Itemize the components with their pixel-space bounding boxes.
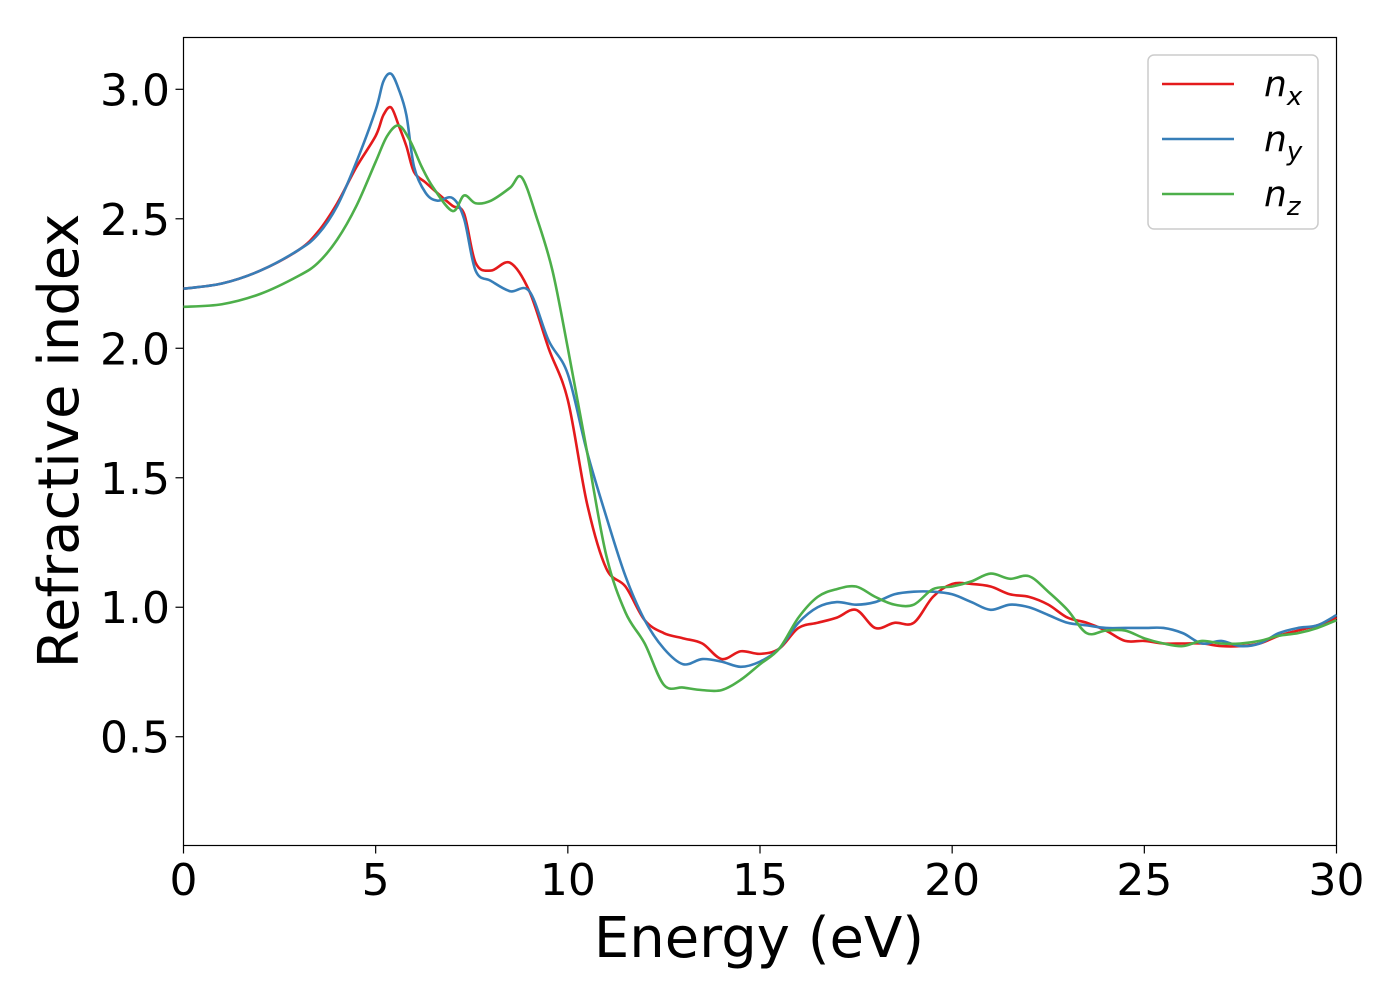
x-tick-label: 30 bbox=[1309, 855, 1365, 906]
legend: nx ny nz bbox=[1147, 54, 1319, 230]
y-tick-label: 1.0 bbox=[100, 583, 170, 634]
x-tick-label: 15 bbox=[732, 855, 788, 906]
series-line-nx bbox=[183, 105, 1337, 661]
series-line-ny bbox=[183, 72, 1338, 669]
legend-label-ny: ny bbox=[1264, 119, 1303, 167]
x-tick-label: 5 bbox=[362, 855, 390, 906]
y-tick-label: 2.5 bbox=[100, 195, 170, 246]
y-tick-label: 1.5 bbox=[100, 454, 170, 505]
x-axis-ticks: 0 5 10 15 20 25 30 bbox=[170, 845, 1365, 906]
y-tick-label: 3.0 bbox=[100, 65, 170, 116]
series-group bbox=[183, 72, 1338, 693]
x-tick-label: 20 bbox=[924, 855, 980, 906]
legend-label-nx: nx bbox=[1264, 64, 1303, 112]
legend-box bbox=[1147, 54, 1319, 230]
x-tick-label: 10 bbox=[540, 855, 596, 906]
legend-label-nz: nz bbox=[1264, 174, 1302, 222]
y-axis-ticks: 0.5 1.0 1.5 2.0 2.5 3.0 bbox=[100, 65, 184, 764]
x-tick-label: 25 bbox=[1116, 855, 1172, 906]
series-line-nz bbox=[183, 124, 1337, 693]
y-tick-label: 0.5 bbox=[100, 713, 170, 764]
x-axis-title: Energy (eV) bbox=[594, 906, 924, 971]
x-tick-label: 0 bbox=[170, 855, 198, 906]
y-axis-title: Refractive index bbox=[27, 214, 92, 669]
y-tick-label: 2.0 bbox=[100, 324, 170, 375]
